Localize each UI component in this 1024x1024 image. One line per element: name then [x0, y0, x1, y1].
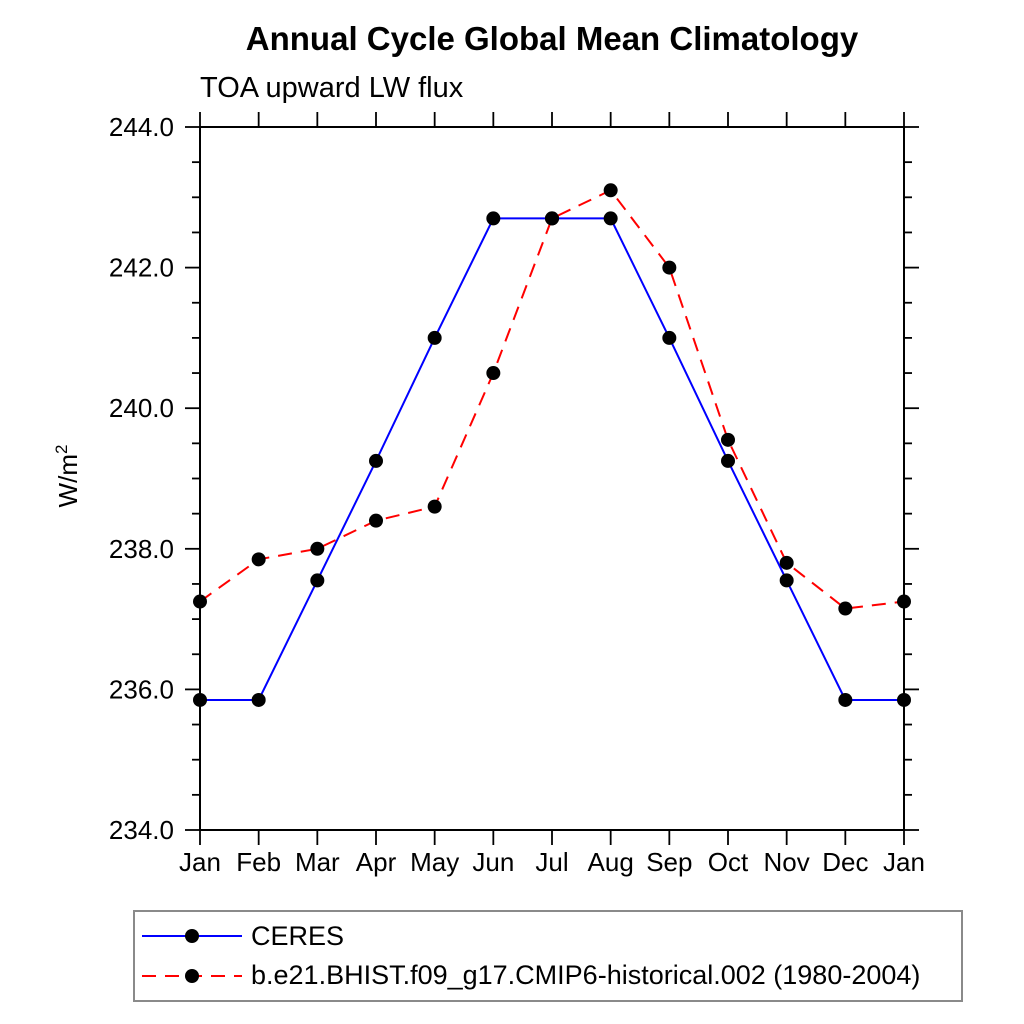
- data-point-marker: [603, 211, 618, 226]
- data-point-marker: [721, 453, 735, 468]
- data-point-marker: [603, 183, 618, 198]
- legend: CERES b.e21.BHIST.f09_g17.CMIP6-historica…: [133, 910, 963, 1002]
- x-ticks: [199, 112, 905, 845]
- x-tick-label: Jun: [472, 847, 514, 877]
- data-point-marker: [427, 330, 442, 345]
- legend-row: CERES: [140, 921, 961, 952]
- y-tick-label: 238.0: [109, 534, 174, 564]
- legend-label: CERES: [251, 920, 345, 951]
- data-point-marker: [310, 541, 325, 556]
- x-tick-label: Nov: [764, 847, 810, 877]
- x-tick-label: Aug: [588, 847, 634, 877]
- legend-row: b.e21.BHIST.f09_g17.CMIP6-historical.002…: [140, 960, 961, 991]
- y-tick-label: 244.0: [109, 112, 174, 142]
- series-line-1: [199, 189, 905, 610]
- x-tick-label: Oct: [708, 847, 749, 877]
- x-tick-label: Mar: [295, 847, 340, 877]
- y-tick-label: 242.0: [109, 253, 174, 283]
- x-tick-label: Jan: [179, 847, 221, 877]
- data-point-marker: [251, 692, 266, 707]
- plot-box: [199, 126, 905, 831]
- series-line-0: [200, 217, 904, 701]
- y-tick-label: 234.0: [109, 815, 174, 845]
- legend-label: b.e21.BHIST.f09_g17.CMIP6-historical.002…: [251, 960, 921, 991]
- data-point-marker: [545, 211, 559, 226]
- data-point-marker: [721, 432, 735, 447]
- chart-title: Annual Cycle Global Mean Climatology: [245, 20, 859, 57]
- y-tick-label: 240.0: [109, 393, 174, 423]
- x-tick-label: Sep: [646, 847, 692, 877]
- series-markers-1: [193, 183, 911, 616]
- legend-line-sample: [142, 968, 242, 983]
- y-tick-label: 236.0: [109, 674, 174, 704]
- data-point-marker: [369, 513, 383, 528]
- x-tick-labels: Jan Feb Mar Apr May Jun Jul Aug Sep Oct Nov Dec Jan: [179, 847, 925, 877]
- data-point-marker: [779, 573, 794, 588]
- data-point-marker: [310, 573, 325, 588]
- data-point-marker: [838, 692, 853, 707]
- legend-marker-dot: [185, 968, 199, 983]
- data-point-marker: [369, 453, 383, 468]
- data-point-marker: [897, 692, 911, 707]
- legend-marker-dot: [185, 929, 199, 944]
- data-point-marker: [486, 366, 501, 381]
- data-point-marker: [427, 499, 442, 514]
- data-point-marker: [251, 552, 266, 567]
- data-point-marker: [486, 211, 501, 226]
- legend-line-sample: [142, 929, 242, 944]
- x-tick-label: Dec: [822, 847, 868, 877]
- y-ticks: [185, 126, 919, 831]
- data-point-marker: [662, 260, 677, 275]
- x-tick-label: Jan: [883, 847, 925, 877]
- y-tick-labels: 234.0 236.0 238.0 240.0 242.0 244.0: [109, 112, 174, 845]
- data-point-marker: [838, 601, 853, 616]
- data-point-marker: [662, 330, 677, 345]
- data-point-marker: [193, 692, 207, 707]
- x-tick-label: May: [410, 847, 459, 877]
- data-point-marker: [779, 555, 794, 570]
- data-point-marker: [193, 594, 207, 609]
- chart-subtitle: TOA upward LW flux: [200, 72, 464, 104]
- x-tick-label: Jul: [535, 847, 568, 877]
- data-point-marker: [897, 594, 911, 609]
- x-tick-label: Feb: [236, 847, 281, 877]
- series-markers-0: [193, 211, 911, 707]
- x-tick-label: Apr: [356, 847, 397, 877]
